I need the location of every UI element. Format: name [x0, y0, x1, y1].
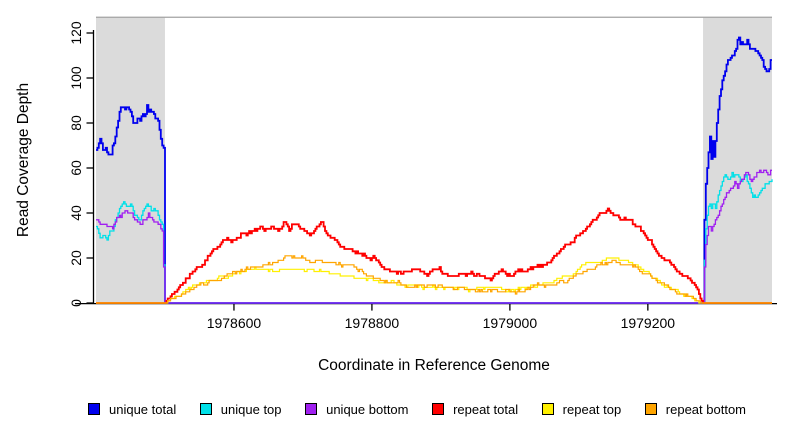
legend-label-repeat-total: repeat total	[453, 401, 519, 417]
y-tick-label: 20	[68, 250, 84, 266]
y-axis-title: Read Coverage Depth	[15, 82, 32, 238]
x-tick-label: 1979200	[620, 315, 676, 331]
y-tick-label: 100	[68, 66, 84, 90]
legend: unique total unique top unique bottom repea…	[88, 401, 746, 417]
legend-swatch-unique-top	[199, 403, 212, 415]
legend-label-unique-bottom: unique bottom	[326, 401, 409, 417]
series-line-repeat-bottom	[96, 255, 772, 304]
legend-label-repeat-bottom: repeat bottom	[665, 401, 746, 417]
legend-item-unique-total: unique total	[88, 402, 176, 417]
y-tick-label: 80	[68, 115, 84, 131]
legend-swatch-unique-total	[88, 403, 100, 415]
shaded-repeat-region	[703, 17, 772, 303]
legend-item-unique-bottom: unique bottom	[305, 401, 409, 417]
x-tick-label: 1978800	[344, 315, 400, 331]
legend-swatch-repeat-total	[432, 403, 445, 415]
x-axis-title: Coordinate in Reference Genome	[318, 357, 550, 374]
legend-swatch-repeat-top	[541, 403, 554, 415]
legend-item-repeat-top: repeat top	[541, 401, 622, 417]
legend-item-repeat-total: repeat total	[432, 402, 518, 417]
repeat-region-shading	[96, 16, 772, 303]
legend-item-unique-top: unique top	[199, 401, 282, 417]
legend-item-repeat-bottom: repeat bottom	[644, 401, 746, 417]
y-tick-label: 40	[68, 205, 84, 221]
x-tick-label: 1978600	[206, 315, 262, 331]
coverage-series-lines	[96, 36, 773, 304]
series-line-repeat-total	[96, 207, 772, 304]
legend-label-unique-total: unique total	[109, 401, 177, 417]
legend-label-repeat-top: repeat top	[562, 401, 622, 417]
y-tick-label: 60	[68, 160, 84, 176]
legend-label-unique-top: unique top	[220, 401, 282, 417]
axes	[75, 30, 777, 311]
x-tick-label: 1979000	[482, 315, 538, 331]
series-line-unique-top	[96, 171, 773, 304]
legend-swatch-unique-bottom	[305, 403, 318, 415]
series-line-unique-bottom	[96, 169, 772, 304]
shaded-repeat-region	[96, 17, 165, 303]
y-tick-label: 120	[68, 21, 84, 45]
y-tick-label: 0	[68, 299, 84, 307]
legend-swatch-repeat-bottom	[644, 403, 657, 415]
